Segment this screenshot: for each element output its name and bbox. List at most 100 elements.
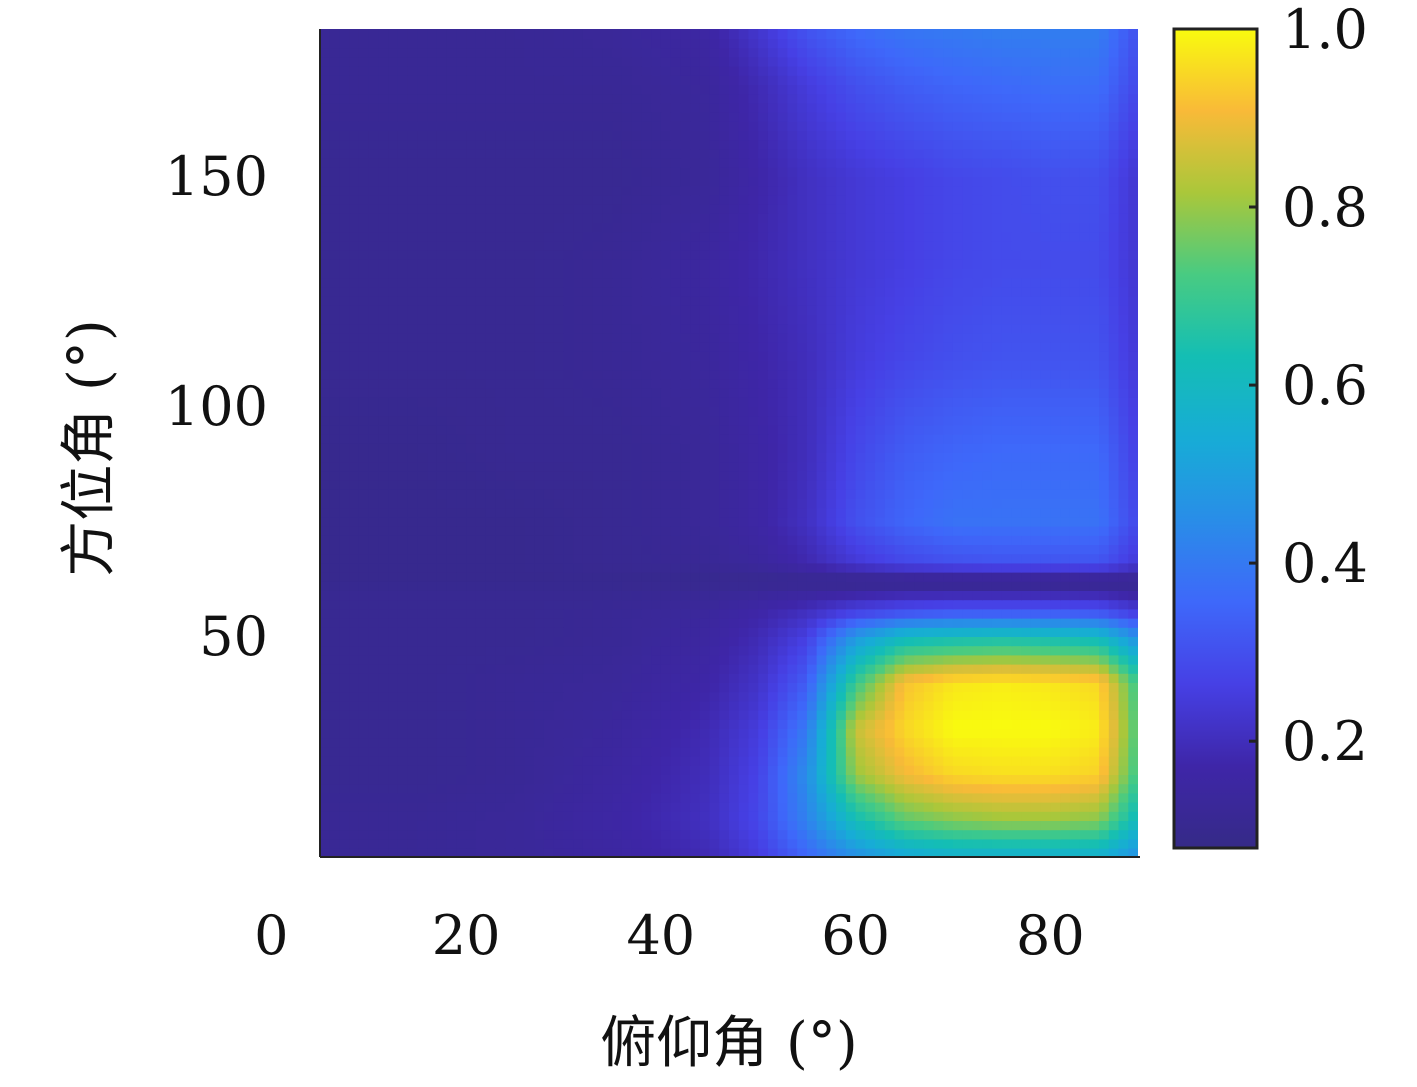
heatmap-cell [787, 424, 798, 435]
heatmap-cell [972, 838, 983, 849]
heatmap-cell [797, 378, 808, 389]
heatmap-cell [777, 351, 789, 361]
heatmap-cell [826, 323, 837, 334]
heatmap-cell [991, 728, 1003, 739]
heatmap-cell [378, 351, 389, 361]
heatmap-cell [894, 433, 906, 444]
heatmap-cell [602, 498, 613, 509]
heatmap-cell [495, 341, 506, 352]
heatmap-cell [1030, 516, 1042, 527]
heatmap-cell [1050, 516, 1061, 527]
heatmap-cell [1021, 525, 1032, 536]
heatmap-cell [952, 673, 964, 683]
heatmap-cell [1099, 516, 1110, 527]
heatmap-cell [875, 323, 886, 334]
heatmap-cell [612, 525, 623, 536]
heatmap-cell [524, 590, 536, 601]
heatmap-cell [446, 608, 458, 619]
heatmap-cell [1021, 645, 1032, 656]
heatmap-cell [651, 461, 662, 472]
heatmap-cell [349, 673, 360, 683]
heatmap-cell [991, 351, 1003, 361]
heatmap-cell [485, 719, 497, 729]
heatmap-cell [631, 525, 643, 536]
heatmap-cell [612, 452, 623, 463]
heatmap-cell [534, 341, 545, 352]
heatmap-cell [816, 332, 828, 343]
heatmap-cell [690, 351, 701, 361]
heatmap-cell [397, 452, 409, 463]
heatmap-cell [943, 470, 954, 481]
heatmap-cell [914, 700, 925, 711]
heatmap-cell [592, 755, 604, 766]
heatmap-cell [982, 351, 993, 361]
heatmap-cell [456, 654, 467, 665]
heatmap-cell [914, 847, 925, 857]
heatmap-cell [690, 829, 701, 840]
heatmap-cell [573, 424, 584, 435]
heatmap-cell [320, 305, 331, 315]
heatmap-cell [388, 590, 399, 601]
heatmap-cell [709, 746, 721, 757]
heatmap-cell [923, 829, 935, 840]
heatmap-cell [534, 415, 545, 426]
heatmap-cell [358, 397, 370, 407]
heatmap-cell [1030, 489, 1042, 499]
heatmap-cell [972, 636, 983, 647]
heatmap-cell [1079, 691, 1091, 702]
heatmap-cell [651, 719, 662, 729]
heatmap-cell [758, 737, 769, 748]
heatmap-cell [777, 737, 789, 748]
heatmap-cell [563, 369, 574, 380]
heatmap-cell [368, 792, 380, 803]
heatmap-cell [436, 590, 448, 601]
heatmap-cell [543, 838, 555, 849]
heatmap-cell [524, 305, 536, 315]
heatmap-cell [397, 544, 409, 555]
heatmap-cell [563, 489, 574, 499]
heatmap-cell [972, 452, 983, 463]
heatmap-cell [777, 360, 789, 371]
heatmap-cell [1050, 663, 1061, 674]
heatmap-cell [641, 728, 652, 739]
heatmap-cell [417, 406, 428, 417]
heatmap-cell [427, 627, 438, 637]
heatmap-cell [943, 443, 954, 453]
heatmap-cell [563, 581, 574, 591]
heatmap-cell [923, 323, 935, 334]
heatmap-cell [826, 746, 837, 757]
heatmap-cell [758, 728, 769, 739]
heatmap-cell [797, 719, 808, 729]
heatmap-cell [358, 617, 370, 628]
heatmap-cell [397, 682, 409, 693]
heatmap-cell [320, 663, 331, 674]
heatmap-cell [592, 470, 604, 481]
heatmap-cell [329, 691, 341, 702]
heatmap-cell [816, 387, 828, 398]
heatmap-cell [505, 590, 516, 601]
heatmap-cell [680, 387, 691, 398]
heatmap-cell [680, 378, 691, 389]
heatmap-cell [436, 470, 448, 481]
heatmap-cell [407, 387, 419, 398]
heatmap-cell [787, 406, 798, 417]
heatmap-cell [1128, 479, 1138, 490]
heatmap-cell [836, 783, 847, 794]
heatmap-cell [573, 645, 584, 656]
heatmap-cell [358, 838, 370, 849]
heatmap-cell [1050, 562, 1061, 573]
heatmap-cell [475, 608, 487, 619]
heatmap-cell [1021, 700, 1032, 711]
heatmap-cell [320, 489, 331, 499]
heatmap-cell [894, 415, 906, 426]
heatmap-cell [602, 673, 613, 683]
heatmap-cell [914, 433, 925, 444]
heatmap-cell [485, 663, 497, 674]
heatmap-cell [826, 378, 837, 389]
heatmap-cell [894, 461, 906, 472]
heatmap-cell [320, 599, 331, 610]
heatmap-cell [982, 507, 993, 518]
heatmap-cell [651, 847, 662, 857]
heatmap-cell [1040, 700, 1052, 711]
heatmap-cell [505, 599, 516, 610]
